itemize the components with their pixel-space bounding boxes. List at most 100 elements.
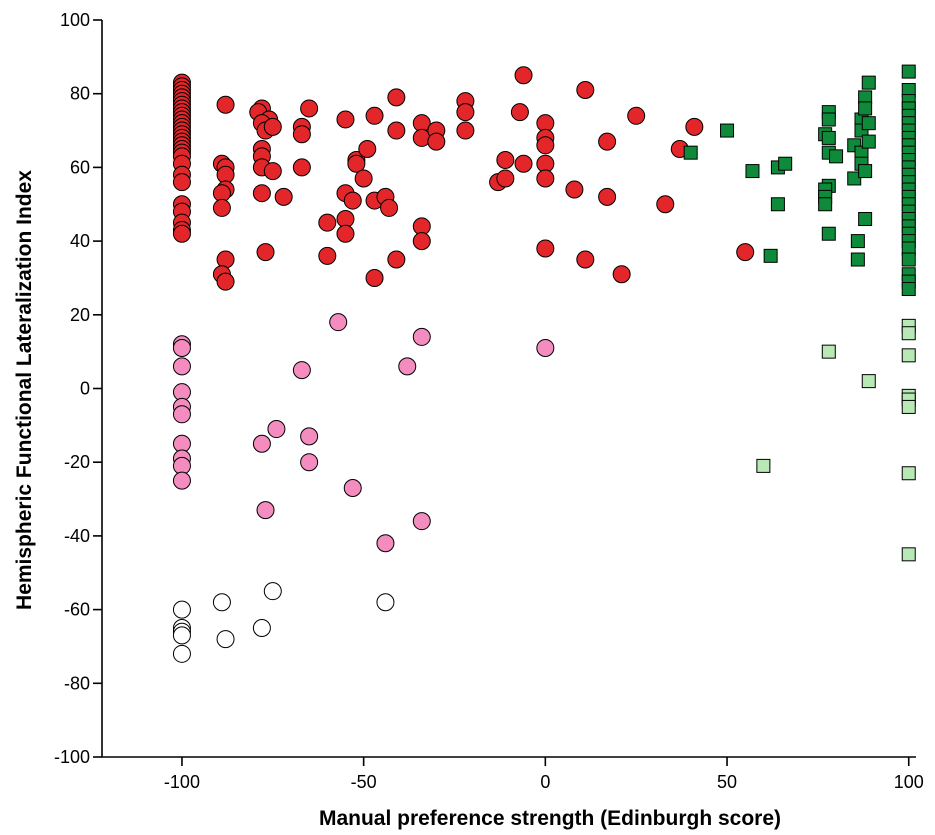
data-point: [901, 282, 916, 297]
data-point: [536, 136, 555, 155]
data-point: [263, 582, 282, 601]
data-point: [456, 121, 475, 140]
data-point: [821, 226, 836, 241]
series-4: [756, 318, 916, 562]
data-point: [292, 158, 311, 177]
data-point: [745, 164, 760, 179]
data-point: [256, 243, 275, 262]
data-point: [627, 106, 646, 125]
data-point: [901, 252, 916, 267]
data-point: [847, 171, 862, 186]
data-point: [172, 357, 191, 376]
data-point: [300, 427, 319, 446]
data-point: [778, 156, 793, 171]
data-point: [263, 117, 282, 136]
data-point: [252, 184, 271, 203]
data-point: [172, 224, 191, 243]
data-point: [172, 600, 191, 619]
data-point: [365, 106, 384, 125]
data-point: [387, 88, 406, 107]
data-point: [252, 619, 271, 638]
data-point: [901, 348, 916, 363]
data-point: [292, 361, 311, 380]
data-point: [398, 357, 417, 376]
data-point: [212, 198, 231, 217]
y-tick-label: -80: [64, 673, 90, 693]
data-point: [901, 547, 916, 562]
data-point: [536, 338, 555, 357]
y-tick-label: 80: [70, 84, 90, 104]
data-point: [172, 405, 191, 424]
data-point: [763, 248, 778, 263]
data-point: [901, 326, 916, 341]
data-point: [216, 272, 235, 291]
data-point: [365, 268, 384, 287]
data-point: [858, 164, 873, 179]
data-point: [756, 458, 771, 473]
y-tick-label: -60: [64, 600, 90, 620]
data-point: [612, 265, 631, 284]
y-tick-label: 20: [70, 305, 90, 325]
data-point: [347, 154, 366, 173]
series-3: [683, 64, 916, 297]
data-point: [300, 453, 319, 472]
x-axis-title: Manual preference strength (Edinburgh sc…: [319, 807, 781, 830]
data-point: [263, 162, 282, 181]
data-point: [358, 139, 377, 158]
data-point: [510, 103, 529, 122]
data-point: [720, 123, 735, 138]
data-point: [656, 195, 675, 214]
data-point: [736, 243, 755, 262]
y-tick-label: -40: [64, 526, 90, 546]
data-point: [565, 180, 584, 199]
data-point: [300, 99, 319, 118]
data-point: [412, 327, 431, 346]
data-point: [318, 213, 337, 232]
data-point: [336, 224, 355, 243]
y-tick-label: -100: [54, 747, 90, 767]
data-point: [380, 198, 399, 217]
data-point: [456, 103, 475, 122]
data-point: [267, 420, 286, 439]
data-point: [598, 187, 617, 206]
data-point: [818, 197, 833, 212]
data-point: [376, 534, 395, 553]
data-point: [576, 250, 595, 269]
data-point: [343, 478, 362, 497]
data-point: [861, 75, 876, 90]
data-point: [354, 169, 373, 188]
data-point: [216, 250, 235, 269]
y-tick-label: -20: [64, 452, 90, 472]
data-point: [172, 338, 191, 357]
data-point: [496, 151, 515, 170]
x-axis: -100 -50 0 50 100: [102, 756, 924, 792]
data-point: [861, 374, 876, 389]
data-point: [858, 101, 873, 116]
data-point: [685, 117, 704, 136]
data-point: [292, 125, 311, 144]
x-tick-label: -50: [351, 772, 377, 792]
data-point: [336, 110, 355, 129]
data-point: [901, 466, 916, 481]
y-tick-label: 0: [80, 379, 90, 399]
data-point: [172, 644, 191, 663]
data-point: [598, 132, 617, 151]
data-point: [536, 169, 555, 188]
x-tick-label: 50: [717, 772, 737, 792]
y-tick-label: 40: [70, 231, 90, 251]
data-point: [427, 132, 446, 151]
data-point: [256, 501, 275, 520]
data-points: [172, 64, 916, 663]
data-point: [821, 344, 836, 359]
data-point: [829, 149, 844, 164]
data-point: [252, 434, 271, 453]
y-axis: -100 -80 -60 -40 -20 0 20 40 60 80 100: [54, 10, 103, 767]
series-0: [172, 66, 755, 291]
data-point: [172, 471, 191, 490]
data-point: [861, 134, 876, 149]
data-point: [343, 191, 362, 210]
y-axis-title: Hemispheric Functional Lateralization In…: [13, 170, 36, 610]
data-point: [387, 121, 406, 140]
data-point: [387, 250, 406, 269]
